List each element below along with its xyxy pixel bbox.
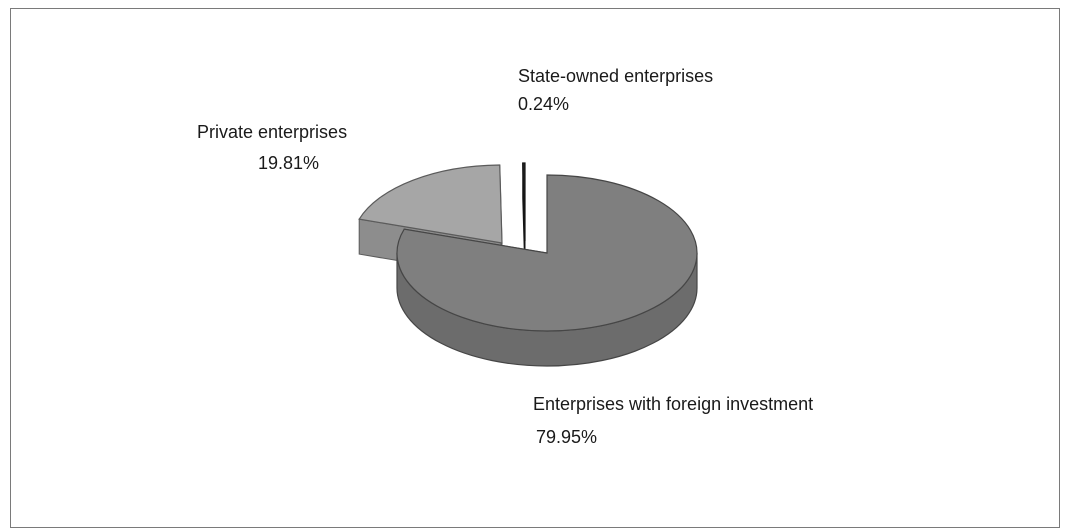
- slice-value-foreign-investment: 79.95%: [536, 427, 597, 447]
- slice-value-private: 19.81%: [258, 153, 319, 173]
- slice-value-state-owned: 0.24%: [518, 94, 569, 114]
- pie-slice-top: [358, 164, 503, 244]
- slices-layer: [358, 162, 698, 367]
- slice-label-foreign-investment: Enterprises with foreign investment: [533, 394, 813, 414]
- pie-chart: State-owned enterprises 0.24% Private en…: [197, 66, 813, 447]
- slice-label-private: Private enterprises: [197, 122, 347, 142]
- pie-slice-top: [396, 174, 698, 332]
- pie-slice-top: [522, 162, 526, 242]
- pie-slice-enterprises-with-foreign-investment: [396, 174, 698, 367]
- slice-label-state-owned: State-owned enterprises: [518, 66, 713, 86]
